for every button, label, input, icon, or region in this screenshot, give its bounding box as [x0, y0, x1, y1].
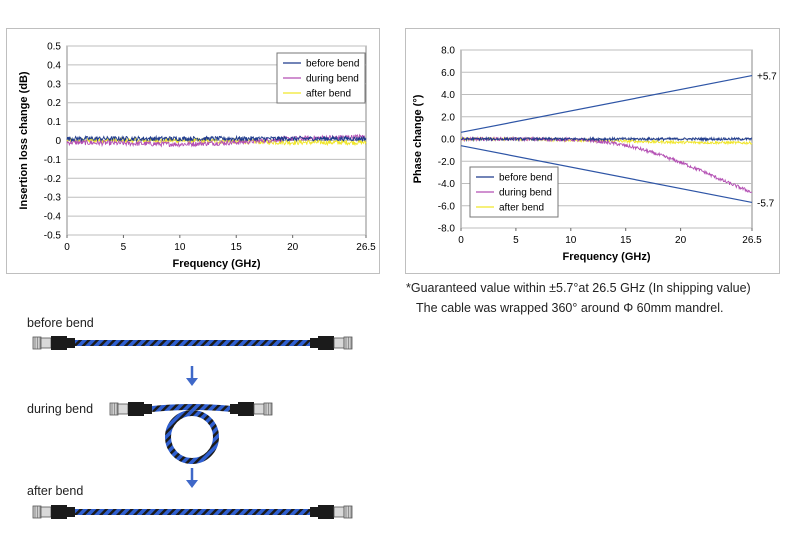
phase-y-tick-label: 8.0: [441, 46, 455, 57]
loss-x-tick-label: 5: [121, 242, 127, 253]
phase-series-before-bend: [460, 135, 753, 143]
during-bend-label: during bend: [27, 402, 94, 416]
during-bend-left-connector-boot: [128, 402, 144, 416]
before-bend-cable-left-connector-boot-tail: [67, 338, 75, 348]
after-bend-cable-right-connector-nut: [333, 506, 345, 518]
before-bend-cable-right-connector: [310, 336, 353, 350]
during-bend-right-connector-boot: [238, 402, 254, 416]
during-bend-left-connector-nut: [117, 403, 129, 415]
during-bend-top-arc: [151, 404, 233, 412]
loss-legend-label: before bend: [306, 59, 359, 70]
during-bend-left-connector: [109, 402, 152, 416]
loss-y-tick-label: 0.5: [47, 42, 61, 53]
loss-y-tick-label: 0.2: [47, 98, 61, 109]
after-bend-cable-right-connector-boot-tail: [310, 507, 318, 517]
loss-y-tick-label: -0.5: [44, 231, 62, 242]
loss-y-axis-label: Insertion loss change (dB): [18, 71, 30, 209]
phase-y-tick-label: 4.0: [441, 90, 455, 101]
guarantee-note: *Guaranteed value within ±5.7°at 26.5 GH…: [406, 281, 751, 295]
phase-y-tick-label: -2.0: [438, 157, 456, 168]
phase-x-tick-label: 10: [565, 235, 577, 246]
loss-x-axis-label: Frequency (GHz): [172, 258, 260, 270]
after-bend-label: after bend: [27, 484, 84, 498]
phase-y-tick-label: 0.0: [441, 135, 455, 146]
loss-legend-label: after bend: [306, 89, 351, 100]
after-bend-cable-left-connector: [32, 505, 75, 519]
phase-x-tick-label: 26.5: [742, 235, 762, 246]
after-bend-cable-right-connector-boot: [318, 505, 334, 519]
down-arrow-2-icon: [186, 480, 198, 488]
phase-y-tick-label: 2.0: [441, 112, 455, 123]
loss-x-tick-label: 10: [174, 242, 186, 253]
down-arrow-1-icon: [186, 378, 198, 386]
phase-y-tick-label: -6.0: [438, 201, 456, 212]
after-bend-cable-left-connector-boot-tail: [67, 507, 75, 517]
during-bend-right-connector-tip: [263, 402, 273, 416]
during-bend-right-connector: [230, 402, 273, 416]
before-bend-cable-left-connector-nut: [40, 337, 52, 349]
during-bend-right-connector-boot-tail: [230, 404, 238, 414]
cable-bend-illustration: [32, 336, 353, 519]
loss-series-before-bend: [66, 134, 367, 143]
phase-change-chart-panel: 8.0 6.0 4.0 2.0 0.0 -2.0 -4.0 -6.0 -8.0 0 5 10 15 20 2…: [405, 28, 780, 274]
phase-x-tick-label: 0: [458, 235, 464, 246]
before-bend-cable-right-connector-tip: [343, 336, 353, 350]
phase-change-chart: 8.0 6.0 4.0 2.0 0.0 -2.0 -4.0 -6.0 -8.00 5 10 15 20 2…: [412, 46, 777, 264]
after-bend-cable-left-connector-boot: [51, 505, 67, 519]
after-bend-cable-braid: [75, 509, 310, 515]
before-bend-cable-braid: [75, 340, 310, 346]
phase-y-tick-label: 6.0: [441, 68, 455, 79]
loss-y-tick-label: 0: [55, 136, 61, 147]
phase-x-axis-label: Frequency (GHz): [562, 251, 650, 263]
during-bend-left-connector-boot-tail: [144, 404, 152, 414]
phase-x-tick-label: 15: [620, 235, 632, 246]
phase-legend-label: before bend: [499, 173, 552, 184]
during-bend-right-connector-nut: [253, 403, 265, 415]
phase-legend-label: during bend: [499, 188, 552, 199]
loss-y-tick-label: 0.4: [47, 60, 61, 71]
loss-x-tick-label: 26.5: [356, 242, 376, 253]
mandrel-note: The cable was wrapped 360° around Φ 60mm…: [416, 301, 724, 315]
loss-y-tick-label: 0.1: [47, 117, 61, 128]
after-bend-cable-right-connector-tip: [343, 505, 353, 519]
before-bend-label: before bend: [27, 316, 94, 330]
phase-y-tick-label: -8.0: [438, 224, 456, 235]
phase-x-tick-label: 20: [675, 235, 687, 246]
phase-guarantee-line: [460, 74, 753, 133]
after-bend-cable-left-connector-nut: [40, 506, 52, 518]
loss-y-tick-label: -0.1: [44, 155, 62, 166]
phase-guarantee-label: -5.7: [757, 198, 775, 209]
phase-y-axis-label: Phase change (°): [412, 94, 424, 183]
phase-legend-label: after bend: [499, 203, 544, 214]
phase-y-tick-label: -4.0: [438, 179, 456, 190]
phase-guarantee-label: +5.7: [757, 72, 777, 83]
before-bend-cable-right-connector-boot-tail: [310, 338, 318, 348]
loss-y-tick-label: -0.2: [44, 174, 62, 185]
loss-x-tick-label: 15: [231, 242, 243, 253]
loss-x-tick-label: 0: [64, 242, 70, 253]
before-bend-cable-left-connector: [32, 336, 75, 350]
loss-legend-label: during bend: [306, 74, 359, 85]
after-bend-cable-right-connector: [310, 505, 353, 519]
phase-guarantee-line: [460, 145, 753, 204]
phase-x-tick-label: 5: [513, 235, 519, 246]
before-bend-cable-right-connector-boot: [318, 336, 334, 350]
before-bend-cable-right-connector-nut: [333, 337, 345, 349]
insertion-loss-chart-panel: 0.5 0.4 0.3 0.2 0.1 0 -0.1 -0.2 -0.3 -0.4 -0.5 0 5 10…: [6, 28, 380, 274]
loss-y-tick-label: 0.3: [47, 79, 61, 90]
loss-x-tick-label: 20: [287, 242, 299, 253]
insertion-loss-chart: 0.50.40.30.20.10-0.1-0.2-0.3-0.4-0.50 5 10…: [18, 42, 376, 271]
loss-y-tick-label: -0.4: [44, 212, 62, 223]
loss-y-tick-label: -0.3: [44, 193, 62, 204]
during-bend-loop: [165, 410, 219, 464]
before-bend-cable-left-connector-boot: [51, 336, 67, 350]
